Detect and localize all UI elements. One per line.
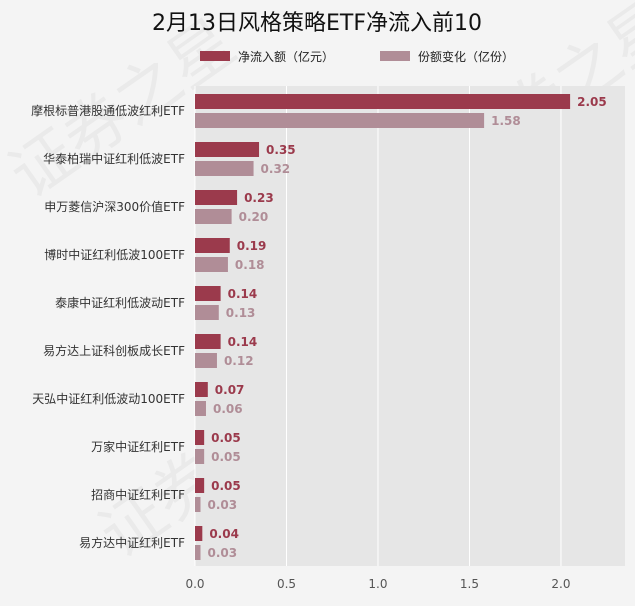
data-label: 0.19	[237, 239, 267, 253]
bar	[195, 449, 205, 464]
category-label: 易方达中证红利ETF	[79, 535, 185, 550]
data-label: 0.14	[228, 287, 258, 301]
legend: 净流入额（亿元） 份额变化（亿份）	[200, 49, 514, 64]
category-label: 易方达上证科创板成长ETF	[43, 343, 185, 358]
data-label: 0.32	[261, 162, 291, 176]
data-label: 2.05	[577, 95, 607, 109]
data-label: 0.03	[207, 498, 237, 512]
bar	[195, 430, 205, 445]
bar	[195, 190, 238, 205]
bar	[195, 209, 232, 224]
bar	[195, 478, 205, 493]
category-label: 招商中证红利ETF	[91, 487, 185, 502]
data-label: 0.14	[228, 335, 258, 349]
bar	[195, 545, 201, 560]
data-label: 0.07	[215, 383, 245, 397]
x-tick-label: 1.5	[460, 577, 479, 591]
category-label: 博时中证红利低波100ETF	[44, 247, 185, 262]
category-label: 摩根标普港股通低波红利ETF	[31, 103, 185, 118]
category-label: 天弘中证红利低波动100ETF	[32, 391, 185, 406]
bar	[195, 382, 208, 397]
bar	[195, 257, 228, 272]
bar	[195, 526, 203, 541]
legend-swatch	[380, 51, 410, 61]
data-label: 1.58	[491, 114, 521, 128]
bar	[195, 94, 571, 109]
gridlines	[194, 86, 562, 566]
legend-swatch	[200, 51, 230, 61]
chart-title: 2月13日风格策略ETF净流入前10	[152, 11, 482, 36]
bar	[195, 238, 230, 253]
data-label: 0.05	[211, 450, 241, 464]
x-tick-label: 2.0	[551, 577, 570, 591]
data-label: 0.12	[224, 354, 254, 368]
data-label: 0.06	[213, 402, 243, 416]
data-label: 0.03	[207, 546, 237, 560]
bar	[195, 353, 217, 368]
data-label: 0.20	[239, 210, 269, 224]
category-labels: 摩根标普港股通低波红利ETF 华泰柏瑞中证红利低波ETF 申万菱信沪深300价值ET…	[31, 103, 185, 550]
category-label: 华泰柏瑞中证红利低波ETF	[43, 151, 185, 166]
legend-label: 净流入额（亿元）	[238, 49, 334, 64]
bars	[195, 94, 571, 560]
bar	[195, 497, 201, 512]
data-label: 0.05	[211, 431, 241, 445]
bar	[195, 161, 254, 176]
data-label: 0.23	[244, 191, 274, 205]
x-axis-ticks: 0.0 0.5 1.0 1.5 2.0	[185, 577, 570, 591]
bar	[195, 305, 219, 320]
bar	[195, 113, 485, 128]
bar	[195, 286, 221, 301]
data-label: 0.35	[266, 143, 296, 157]
category-label: 申万菱信沪深300价值ETF	[44, 199, 185, 214]
data-label: 0.05	[211, 479, 241, 493]
legend-label: 份额变化（亿份）	[418, 49, 514, 64]
bar	[195, 334, 221, 349]
data-label: 0.13	[226, 306, 256, 320]
data-label: 0.04	[209, 527, 239, 541]
data-labels: 2.05 1.58 0.35 0.32 0.23 0.20 0.19 0.18 0.14 0.13…	[207, 95, 606, 560]
data-label: 0.18	[235, 258, 265, 272]
bar	[195, 142, 260, 157]
category-label: 万家中证红利ETF	[91, 439, 185, 454]
x-tick-label: 0.5	[277, 577, 296, 591]
plot-area	[195, 86, 625, 566]
category-label: 泰康中证红利低波动ETF	[55, 295, 185, 310]
x-tick-label: 0.0	[185, 577, 204, 591]
bar	[195, 401, 206, 416]
x-tick-label: 1.0	[368, 577, 387, 591]
